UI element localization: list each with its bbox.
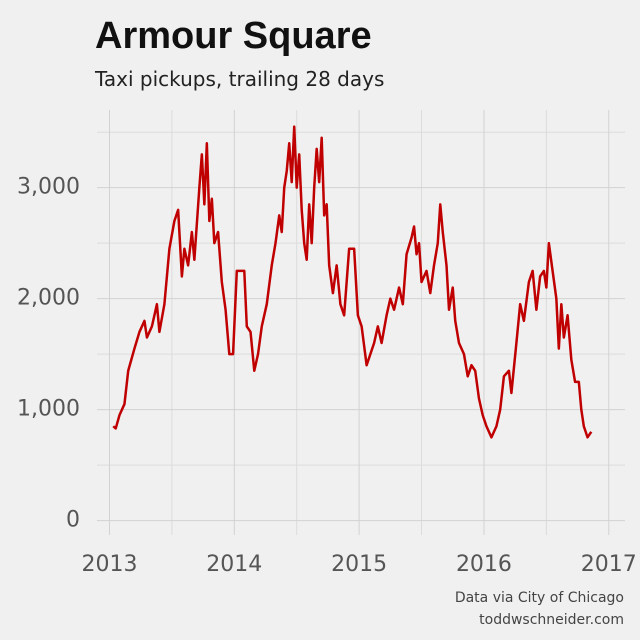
x-tick-label: 2017 bbox=[581, 552, 637, 577]
chart-subtitle: Taxi pickups, trailing 28 days bbox=[94, 67, 384, 91]
series-line bbox=[112, 125, 593, 439]
y-tick-label: 0 bbox=[66, 508, 80, 533]
x-tick-label: 2013 bbox=[81, 552, 137, 577]
credit: toddwschneider.com bbox=[479, 612, 624, 628]
y-tick-label: 3,000 bbox=[17, 175, 80, 200]
y-tick-label: 2,000 bbox=[17, 286, 80, 311]
y-tick-label: 1,000 bbox=[17, 397, 80, 422]
chart-title: Armour Square bbox=[95, 15, 372, 57]
x-tick-label: 2016 bbox=[456, 552, 512, 577]
source: Data via City of Chicago bbox=[455, 590, 624, 606]
x-tick-label: 2014 bbox=[206, 552, 262, 577]
x-tick-label: 2015 bbox=[331, 552, 387, 577]
